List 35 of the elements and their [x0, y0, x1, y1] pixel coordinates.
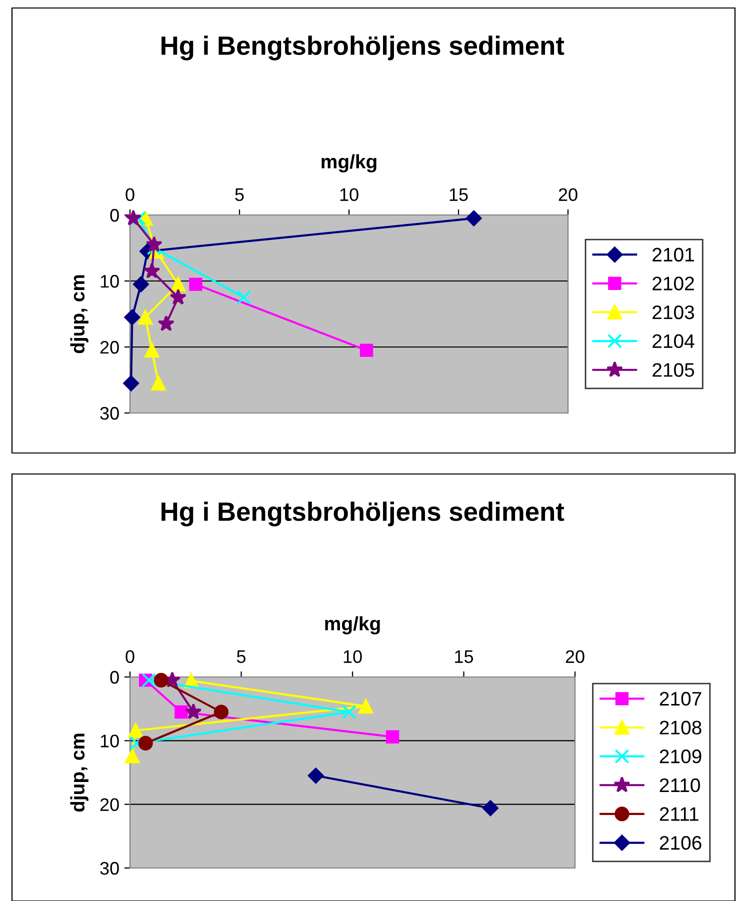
legend-label: 2111: [660, 807, 698, 821]
legend-label: 2102: [652, 276, 694, 290]
chart-title: Hg i Bengtsbrohöljens sediment: [162, 502, 564, 526]
y-tick-label: 10: [100, 734, 119, 748]
legend-label: 2109: [660, 750, 702, 764]
x-tick-label: 20: [566, 650, 584, 664]
x-tick-label: 0: [126, 188, 134, 202]
y-tick-label: 0: [110, 670, 119, 684]
y-tick-label: 20: [100, 340, 119, 354]
y-tick-label: 10: [100, 274, 119, 288]
y-axis-title: djup, cm: [70, 734, 88, 812]
legend-label: 2104: [652, 334, 694, 348]
legend-label: 2107: [660, 692, 702, 706]
x-tick-label: 5: [235, 188, 244, 202]
x-tick-label: 20: [558, 188, 578, 202]
x-axis-title: mg/kg: [322, 154, 376, 172]
x-tick-label: 0: [126, 650, 134, 664]
x-tick-label: 15: [450, 188, 468, 202]
legend-label: 2103: [652, 305, 694, 320]
x-tick-label: 10: [344, 650, 362, 664]
x-axis-title: mg/kg: [325, 616, 380, 634]
y-tick-label: 30: [100, 406, 119, 420]
y-tick-label: 30: [100, 862, 119, 875]
x-tick-label: 15: [455, 650, 474, 664]
x-tick-label: 10: [340, 188, 358, 202]
x-tick-label: 5: [236, 650, 246, 664]
legend-label: 2110: [660, 778, 700, 792]
chart-title: Hg i Bengtsbrohöljens sediment: [162, 36, 564, 60]
legend-label: 2106: [660, 836, 702, 850]
y-axis-title: djup, cm: [70, 275, 88, 354]
y-tick-label: 20: [100, 798, 119, 812]
legend-label: 2108: [660, 720, 702, 734]
legend-label: 2101: [652, 248, 694, 262]
y-tick-label: 0: [110, 208, 119, 222]
legend-label: 2105: [652, 363, 694, 377]
